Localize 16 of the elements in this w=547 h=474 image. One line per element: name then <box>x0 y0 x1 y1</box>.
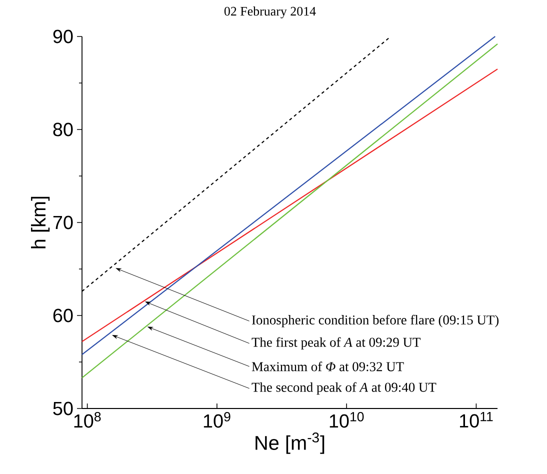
x-tick-label: 10$^{9}$ <box>204 412 230 428</box>
chart-title: 02 February 2014 <box>224 6 316 18</box>
x-tick-label: 10$^{8}$ <box>74 412 101 428</box>
annotation: Maximum of Φ at 09:32 UT <box>252 362 404 372</box>
annotation: The second peak of A at 09:40 UT <box>252 382 436 395</box>
annotation: The first peak of A at 09:29 UT <box>252 337 421 350</box>
y-tick-label: 80 <box>53 122 73 136</box>
x-tick-label: 10$^{10}$ <box>330 412 364 428</box>
x-tick-label: 10$^{11}$ <box>460 412 493 428</box>
y-tick-label: 90 <box>53 30 73 44</box>
y-tick-label: 60 <box>53 308 73 322</box>
y-axis-title: h [km] <box>31 196 50 248</box>
x-axis-title: Ne [m$^{-3}$] <box>256 432 324 454</box>
annotation: Ionospheric condition before flare (09:15 UT) <box>252 314 499 328</box>
y-tick-label: 50 <box>53 402 73 416</box>
y-tick-label: 70 <box>53 216 73 230</box>
